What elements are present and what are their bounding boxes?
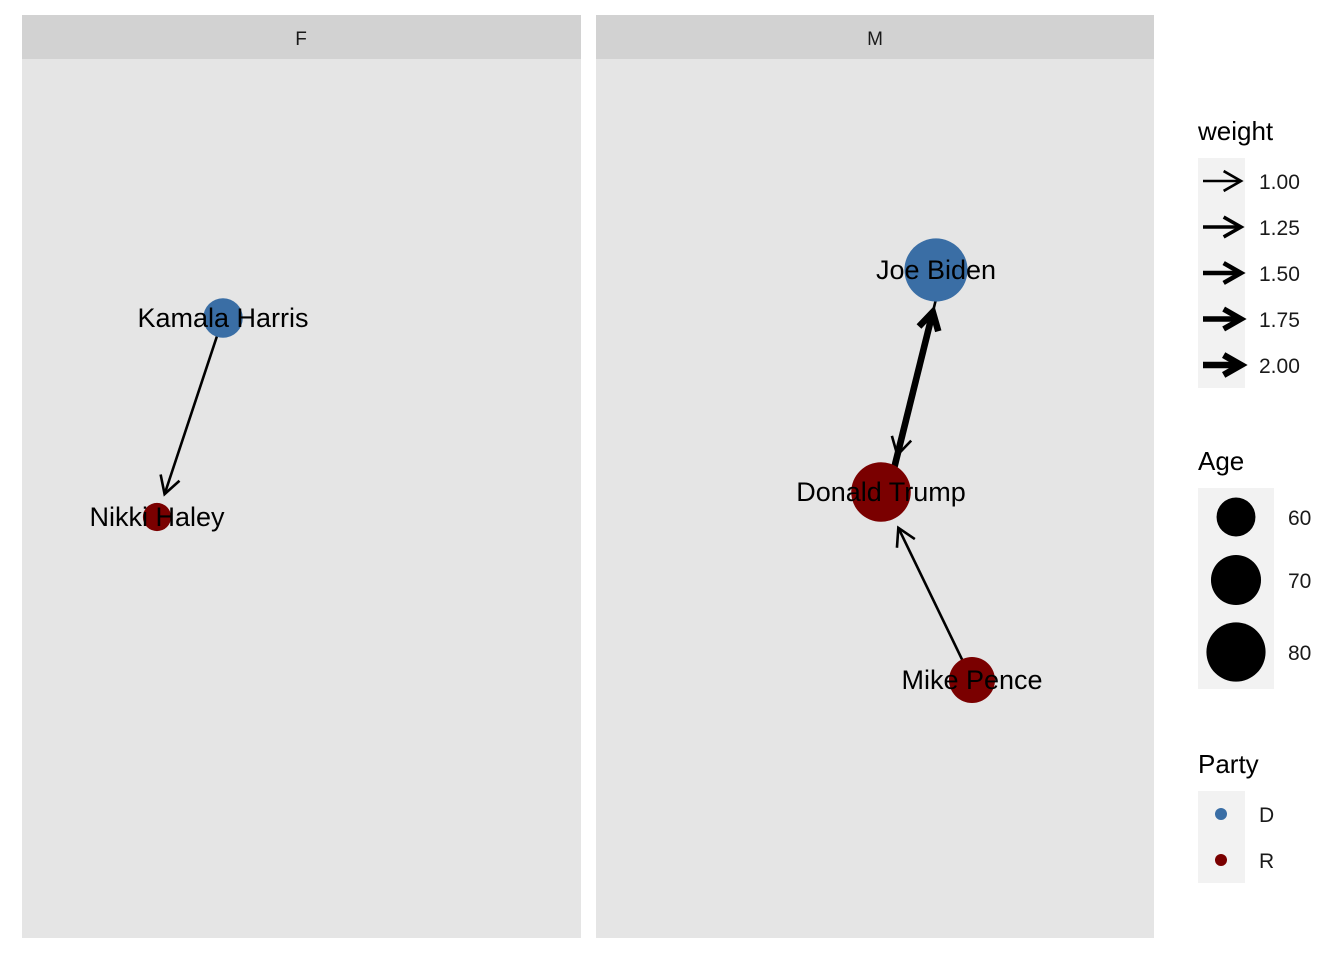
legend-weight-label-0: 1.00 <box>1259 171 1300 194</box>
legend-age-title: Age <box>1198 446 1244 476</box>
legend-weight-label-4: 2.00 <box>1259 355 1300 378</box>
edge-kamala-nikki <box>159 330 220 497</box>
legend-party: Party DR <box>1198 749 1274 883</box>
legend-age-key-1 <box>1210 554 1262 606</box>
node-label-kamala: Kamala Harris <box>137 303 308 333</box>
facet-m: M Joe Biden Donald Trump Mike Pence <box>596 15 1154 938</box>
legend-weight-label-3: 1.75 <box>1259 309 1300 332</box>
legend-age-key-2 <box>1206 622 1266 682</box>
node-label-nikki: Nikki Haley <box>89 502 225 532</box>
node-kamala <box>203 298 243 338</box>
legend-party-title: Party <box>1198 749 1259 779</box>
node-trump <box>851 462 911 522</box>
legend-weight-key-2 <box>1203 261 1246 285</box>
legend-weight-label-1: 1.25 <box>1259 217 1300 240</box>
node-biden <box>904 238 968 302</box>
edge-pence-trump <box>895 525 967 667</box>
legend-weight: weight 1.00 1.25 1.50 1.75 2.00 <box>1197 116 1300 388</box>
edge-trump-biden <box>889 305 942 475</box>
legend-weight-key-4 <box>1203 352 1248 378</box>
legend-age-label-0: 60 <box>1288 507 1311 530</box>
legend-weight-label-2: 1.50 <box>1259 263 1300 286</box>
legend-weight-key-0 <box>1203 169 1244 193</box>
node-label-biden: Joe Biden <box>876 255 996 285</box>
legend-party-label-r: R <box>1259 850 1274 873</box>
facet-f-panel <box>22 59 581 938</box>
node-pence <box>949 657 995 703</box>
legend-party-key-d <box>1215 808 1227 820</box>
legend-party-keys-bg <box>1198 791 1245 883</box>
legend-age-key-0 <box>1216 497 1256 537</box>
legend-age-label-1: 70 <box>1288 570 1311 593</box>
facet-m-nodes: Joe Biden Donald Trump Mike Pence <box>796 238 1043 703</box>
facet-f-strip-label: F <box>295 29 307 50</box>
facet-m-strip-label: M <box>867 29 883 50</box>
facet-f-strip <box>22 15 581 59</box>
facet-f-edges <box>159 330 220 497</box>
legend-weight-title: weight <box>1197 116 1274 146</box>
legend-age-label-2: 80 <box>1288 642 1311 665</box>
facet-m-strip <box>596 15 1154 59</box>
node-label-pence: Mike Pence <box>901 665 1042 695</box>
facet-f-nodes: Kamala Harris Nikki Haley <box>89 298 309 532</box>
legend-party-label-d: D <box>1259 804 1274 827</box>
legend-weight-key-1 <box>1203 215 1245 239</box>
legend-age: Age 60 70 80 <box>1198 446 1311 689</box>
legend-party-key-r <box>1215 854 1227 866</box>
facet-m-edges <box>889 292 967 667</box>
legend-weight-key-3 <box>1203 306 1247 332</box>
node-nikki <box>142 502 172 532</box>
node-label-trump: Donald Trump <box>796 477 966 507</box>
facet-f: F Kamala Harris Nikki Haley <box>22 15 581 938</box>
